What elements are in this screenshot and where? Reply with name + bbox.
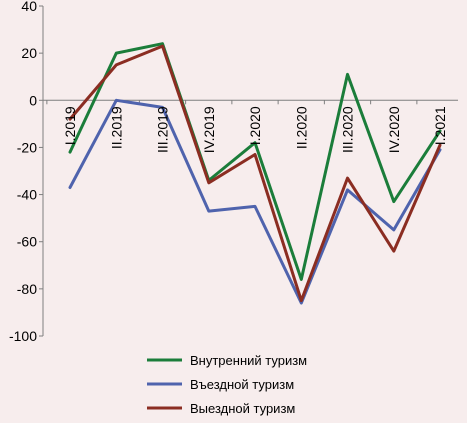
y-tick-label: -100 bbox=[9, 328, 37, 344]
series-line-1 bbox=[68, 42, 442, 281]
axes-layer bbox=[39, 5, 458, 337]
x-tick-label: IV.2020 bbox=[386, 106, 402, 153]
y-tick-label: 20 bbox=[21, 45, 37, 61]
x-tick-label: II.2020 bbox=[293, 106, 309, 149]
y-tick-label: -40 bbox=[17, 187, 37, 203]
x-tick-label: II.2019 bbox=[108, 106, 124, 149]
y-tick-label: -20 bbox=[17, 139, 37, 155]
series-line-2 bbox=[68, 98, 442, 305]
y-tick-label: 0 bbox=[29, 92, 37, 108]
legend-label-2: Въездной туризм bbox=[190, 377, 294, 392]
legend-label-1: Внутренний туризм bbox=[190, 353, 307, 368]
x-tick-label: I.2019 bbox=[62, 106, 78, 145]
legend: Внутренний туризм Въездной туризм Выездной… bbox=[147, 353, 307, 416]
legend-label-3: Выездной туризм bbox=[190, 401, 295, 416]
y-tick-label: 40 bbox=[21, 0, 37, 14]
y-tick-label: -80 bbox=[17, 281, 37, 297]
x-tick-label: I.2021 bbox=[432, 106, 448, 145]
y-tick-labels: 40 20 0 -20 -40 -60 -80 -100 bbox=[9, 0, 37, 344]
x-tick-label: III.2020 bbox=[340, 106, 356, 153]
series-line-3 bbox=[68, 44, 442, 303]
x-tick-label: IV.2019 bbox=[201, 106, 217, 153]
x-tick-labels: I.2019 II.2019 III.2019 IV.2019 I.2020 II.202… bbox=[62, 106, 448, 153]
x-tick-label: I.2020 bbox=[247, 106, 263, 145]
x-tick-label: III.2019 bbox=[155, 106, 171, 153]
series-lines bbox=[68, 42, 442, 305]
y-tick-label: -60 bbox=[17, 234, 37, 250]
